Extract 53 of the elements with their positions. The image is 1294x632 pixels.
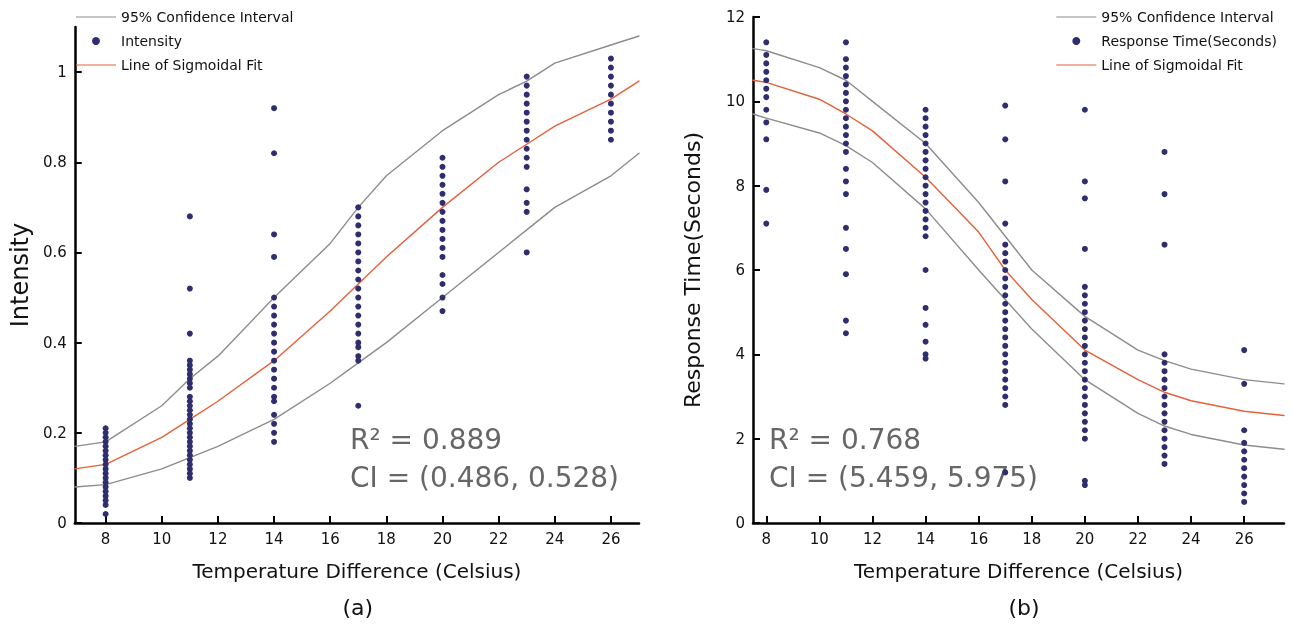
y-tick-label: 4 <box>735 345 745 364</box>
x-tick-label: 16 <box>969 529 989 548</box>
y-tick-label: 6 <box>735 261 745 279</box>
y-tick-label: 1 <box>57 63 67 82</box>
text: (b) <box>1008 594 1040 620</box>
x-tick-label: 18 <box>1022 529 1042 548</box>
annotation: CI = (5.459, 5.975) <box>769 460 1039 494</box>
x-tick-label: 20 <box>432 529 453 548</box>
x-tick-label: 26 <box>601 529 621 548</box>
legend-label: 95% Confidence Interval <box>121 9 294 25</box>
x-tick-label: 22 <box>1128 529 1148 548</box>
x-tick-label: 24 <box>1181 529 1201 548</box>
annotation: R² = 0.889 <box>350 422 503 456</box>
annotation: CI = (0.486, 0.528) <box>350 460 620 494</box>
x-tick-label: 22 <box>489 529 509 548</box>
x-tick-label: 8 <box>761 529 772 548</box>
x-tick-label: 12 <box>208 529 228 548</box>
legend-label: Line of Sigmoidal Fit <box>1101 57 1244 73</box>
y-tick-label: 0 <box>57 514 67 532</box>
x-axis-title: Temperature Difference (Celsius) <box>191 559 522 583</box>
y-tick-label: 2 <box>735 429 745 448</box>
y-tick-label: 0 <box>735 514 745 532</box>
y-axis-title: Response Time(Seconds) <box>679 131 705 409</box>
line-series <box>752 113 1285 450</box>
x-tick-label: 10 <box>152 529 172 548</box>
y-axis-title: Intensity <box>6 222 34 328</box>
line-series <box>74 35 640 448</box>
y-tick-label: 10 <box>725 92 745 111</box>
line-series <box>752 79 1285 417</box>
x-tick-label: 8 <box>100 529 111 548</box>
y-tick-label: 8 <box>735 176 745 195</box>
x-tick-label: 20 <box>1075 529 1095 548</box>
x-tick-label: 12 <box>862 529 883 548</box>
annotation: R² = 0.768 <box>769 422 922 456</box>
x-tick-label: 14 <box>264 529 284 548</box>
line-series <box>752 47 1285 385</box>
y-tick-label: 0.4 <box>42 333 67 352</box>
legend-label: 95% Confidence Interval <box>1101 9 1274 25</box>
y-tick-label: 0.2 <box>42 423 67 442</box>
x-tick-label: 14 <box>916 529 936 548</box>
text: (a) <box>342 594 374 620</box>
x-tick-label: 10 <box>809 529 829 548</box>
x-tick-label: 16 <box>320 529 340 548</box>
legend-label: Intensity <box>121 33 182 49</box>
x-tick-label: 18 <box>376 529 396 548</box>
legend-label: Response Time(Seconds) <box>1101 33 1278 49</box>
y-tick-label: 0.6 <box>42 243 67 262</box>
x-tick-label: 26 <box>1234 529 1254 548</box>
y-tick-label: 12 <box>725 8 745 26</box>
y-tick-label: 0.8 <box>42 153 67 172</box>
legend-label: Line of Sigmoidal Fit <box>121 57 264 73</box>
x-tick-label: 24 <box>545 529 565 548</box>
x-axis-title: Temperature Difference (Celsius) <box>852 559 1184 583</box>
